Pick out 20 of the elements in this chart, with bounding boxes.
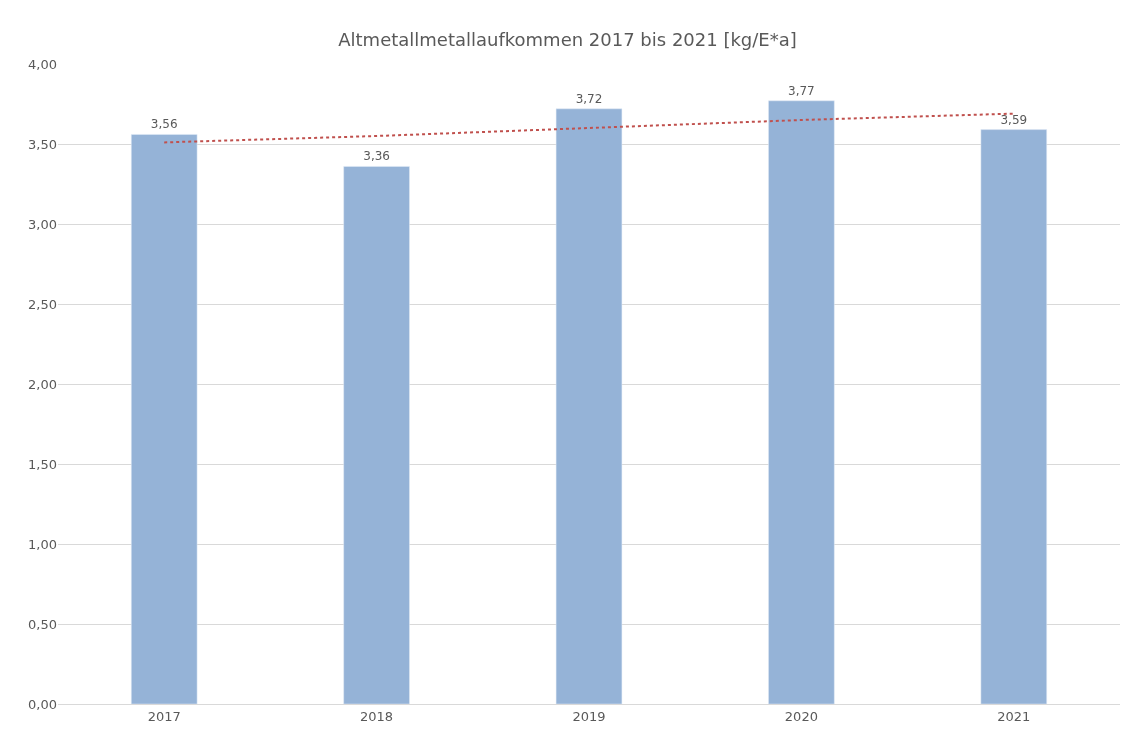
data-label: 3,59: [1000, 112, 1028, 127]
x-tick-label: 2017: [147, 708, 181, 724]
data-label: 3,72: [575, 91, 603, 106]
y-tick-label: 3,00: [28, 216, 57, 232]
y-tick-label: 1,50: [28, 456, 57, 472]
y-tick-label: 0,00: [28, 696, 57, 712]
y-tick-label: 1,00: [28, 536, 57, 552]
data-label: 3,56: [150, 117, 178, 132]
data-label: 3,77: [788, 83, 815, 98]
x-tick-label: 2019: [572, 708, 606, 724]
y-tick-label: 4,00: [28, 56, 57, 72]
x-tick-label: 2021: [997, 708, 1031, 724]
y-tick-label: 0,50: [28, 616, 57, 632]
y-tick-label: 2,50: [28, 296, 57, 312]
chart-title: Altmetallmetallaufkommen 2017 bis 2021 [kg/E*a]: [338, 28, 797, 50]
x-tick-label: 2018: [360, 708, 394, 724]
x-tick-label: 2020: [784, 708, 818, 724]
y-tick-label: 2,00: [28, 376, 57, 392]
y-tick-label: 3,50: [28, 136, 57, 152]
data-label: 3,36: [363, 149, 390, 164]
